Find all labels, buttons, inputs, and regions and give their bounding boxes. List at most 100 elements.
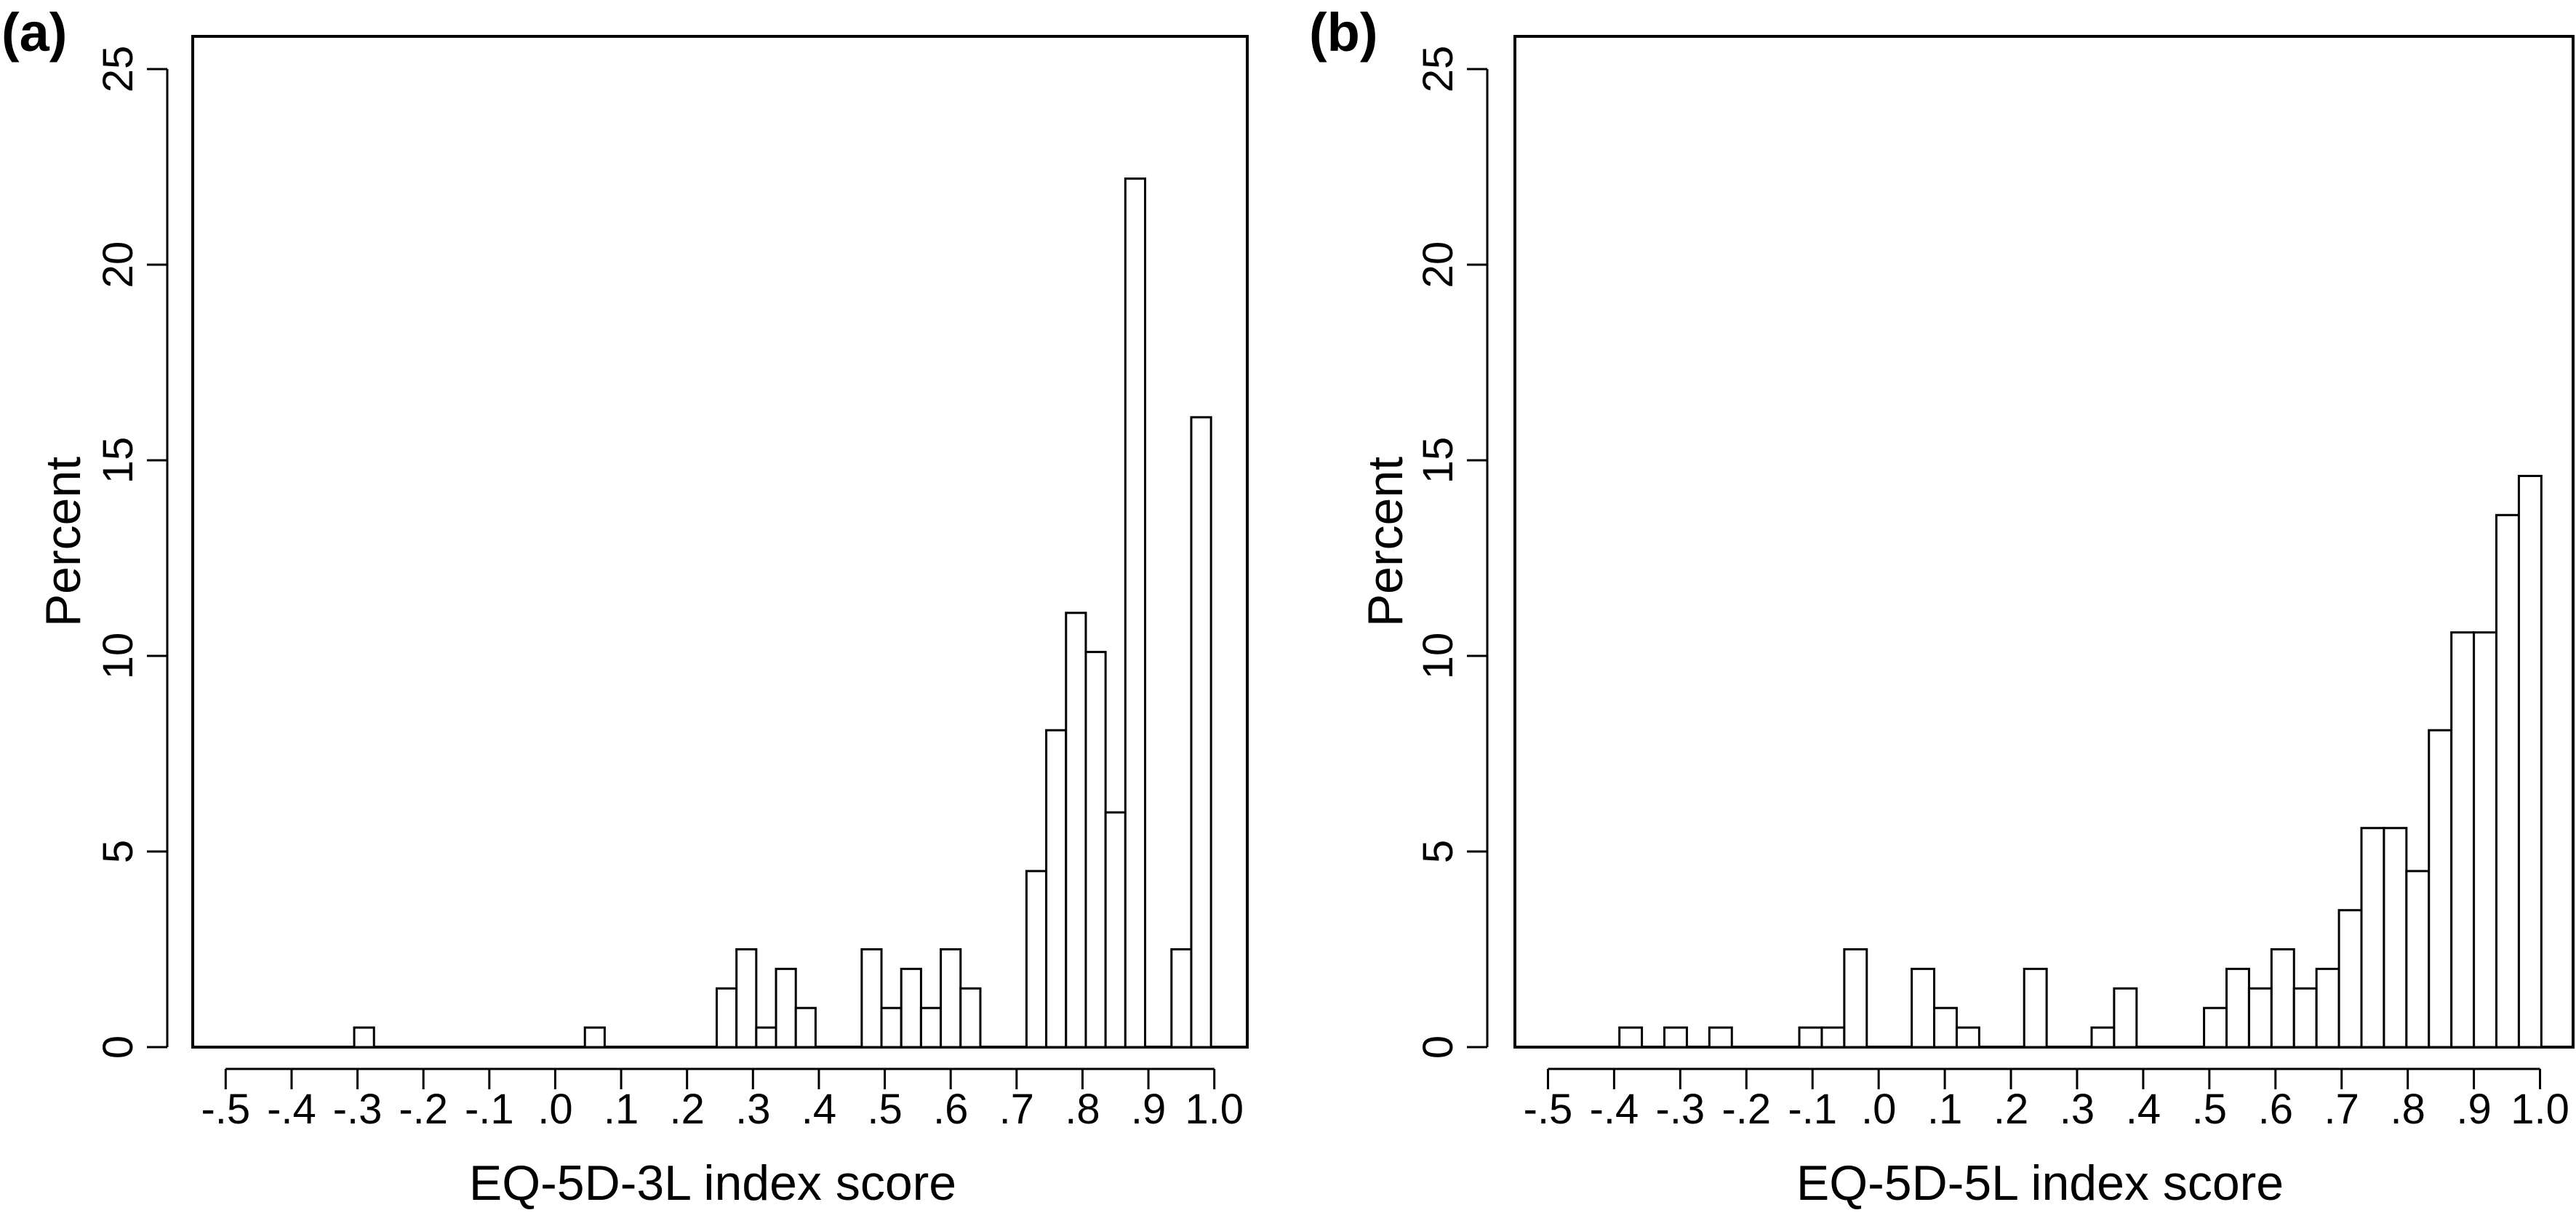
panel-b-bar-19	[2360, 827, 2385, 1049]
panel-b-y-tick-label-4: 20	[1415, 241, 1462, 289]
panel-a-x-tick-label-2: -.3	[333, 1086, 383, 1133]
panel-a-bars	[353, 177, 1212, 1049]
panel-a-x-tick-label-10: .5	[867, 1086, 902, 1133]
panel-b-y-axis-label: Percent	[1358, 457, 1413, 627]
panel-a-bar-14	[1045, 729, 1068, 1049]
panel-b-bar-2	[1708, 1026, 1733, 1049]
panel-a-bar-0	[353, 1026, 375, 1049]
panel-b-label: (b)	[1309, 2, 1378, 63]
panel-b-bar-10	[2090, 1026, 2116, 1049]
panel-b-x-tick-label-3: -.2	[1721, 1086, 1771, 1133]
panel-a-bar-9	[900, 967, 922, 1049]
panel-b-y-tick-label-2: 10	[1415, 633, 1462, 680]
panel-b: (b) 0 5 10 15 20 25 -.5 -.4 -.3 -.2 -.1 .0 .1 .2 .3 .4…	[1309, 2, 2575, 1211]
panel-b-x-axis: -.5 -.4 -.3 -.2 -.1 .0 .1 .2 .3 .4 .5 .6 .7 .8 .9 1.0	[1524, 1067, 2569, 1133]
panel-b-bar-21	[2405, 870, 2431, 1049]
panel-b-bar-4	[1820, 1026, 1846, 1049]
panel-b-bar-6	[1911, 967, 1936, 1049]
panel-a-bar-16	[1084, 651, 1107, 1049]
panel-a-bar-10	[919, 1006, 943, 1049]
panel-b-bar-8	[1955, 1026, 1980, 1049]
panel-b-bar-24	[2473, 631, 2498, 1049]
panel-a-x-tick-label-13: .8	[1065, 1086, 1100, 1133]
panel-b-bar-7	[1933, 1006, 1958, 1049]
panel-a-x-axis-label: EQ-5D-3L index score	[469, 1155, 956, 1211]
panel-a-x-tick-label-7: .2	[670, 1086, 705, 1133]
panel-b-x-tick-label-11: .6	[2258, 1086, 2293, 1133]
panel-a-bar-1	[583, 1026, 606, 1049]
panel-a-bar-2	[715, 987, 738, 1049]
panel-a-y-tick-label-2: 10	[95, 633, 142, 680]
panel-a-y-tick-label-3: 15	[95, 437, 142, 484]
panel-a-bar-20	[1190, 416, 1212, 1049]
panel-a-x-tick-label-9: .4	[801, 1086, 836, 1133]
panel-a-x-tick-label-15: 1.0	[1185, 1086, 1244, 1133]
panel-a-x-tick-label-0: -.5	[201, 1086, 250, 1133]
panel-a-y-tick-label-5: 25	[95, 46, 142, 93]
panel-b-x-tick-label-8: .3	[2060, 1086, 2095, 1133]
panel-a-x-tick-label-8: .3	[735, 1086, 770, 1133]
panel-a-bar-3	[735, 948, 758, 1049]
panel-a-label: (a)	[1, 2, 67, 63]
panel-a-bar-8	[880, 1006, 903, 1049]
panel-b-y-tick-label-5: 25	[1415, 46, 1462, 93]
panel-a-bar-11	[940, 948, 962, 1049]
panel-b-x-tick-label-9: .4	[2126, 1086, 2161, 1133]
panel-a-bar-12	[959, 987, 982, 1049]
panel-a-bar-5	[775, 967, 797, 1049]
panel-b-bar-14	[2247, 987, 2273, 1049]
panel-b-bar-1	[1663, 1026, 1688, 1049]
panel-b-bar-5	[1843, 948, 1868, 1049]
panel-b-x-tick-label-2: -.3	[1656, 1086, 1705, 1133]
panel-a-y-tick-label-1: 5	[95, 840, 142, 863]
panel-a-x-tick-label-4: -.1	[465, 1086, 514, 1133]
panel-b-x-tick-label-15: 1.0	[2511, 1086, 2569, 1133]
panel-b-bar-9	[2023, 967, 2048, 1049]
panel-b-bar-3	[1798, 1026, 1823, 1049]
panel-b-x-tick-label-6: .1	[1927, 1086, 1962, 1133]
panel-b-x-tick-label-1: -.4	[1590, 1086, 1639, 1133]
panel-b-bar-16	[2292, 987, 2318, 1049]
panel-a-x-tick-label-5: .0	[537, 1086, 572, 1133]
panel-a-x-tick-label-14: .9	[1131, 1086, 1166, 1133]
panel-b-bar-23	[2450, 631, 2476, 1049]
panel-a-bar-4	[755, 1026, 777, 1049]
panel-a-bar-19	[1170, 948, 1193, 1049]
panel-a-x-axis: -.5 -.4 -.3 -.2 -.1 .0 .1 .2 .3 .4 .5 .6 .7 .8 .9 1.0	[201, 1067, 1244, 1133]
panel-b-bar-12	[2203, 1006, 2228, 1049]
panel-b-bar-18	[2337, 909, 2363, 1049]
panel-a-x-tick-label-11: .6	[933, 1086, 968, 1133]
panel-b-bar-11	[2113, 987, 2138, 1049]
panel-b-x-tick-label-12: .7	[2324, 1086, 2359, 1133]
panel-a-y-tick-label-4: 20	[95, 241, 142, 289]
panel-a-y-axis: 0 5 10 15 20 25	[95, 46, 169, 1059]
panel-b-x-tick-label-7: .2	[1993, 1086, 2028, 1133]
panel-b-y-tick-label-1: 5	[1415, 840, 1462, 863]
panel-b-bars	[1618, 475, 2543, 1049]
panel-a-bar-13	[1025, 870, 1048, 1049]
panel-b-bar-17	[2315, 967, 2340, 1049]
panel-a-bar-6	[794, 1006, 817, 1049]
panel-a-bar-7	[860, 948, 883, 1049]
panel-b-y-tick-label-3: 15	[1415, 437, 1462, 484]
panel-b-bar-15	[2270, 948, 2295, 1049]
panel-b-y-axis: 0 5 10 15 20 25	[1415, 46, 1489, 1059]
panel-b-bar-25	[2495, 513, 2520, 1049]
panel-a-x-tick-label-3: -.2	[399, 1086, 448, 1133]
panel-b-bar-20	[2383, 827, 2408, 1049]
panel-b-bar-0	[1618, 1026, 1644, 1049]
panel-b-x-tick-label-10: .5	[2192, 1086, 2227, 1133]
panel-b-x-tick-label-4: -.1	[1788, 1086, 1837, 1133]
panel-b-x-tick-label-0: -.5	[1524, 1086, 1573, 1133]
panel-a-bar-15	[1065, 612, 1087, 1049]
panel-b-bar-13	[2225, 967, 2250, 1049]
panel-a-x-tick-label-6: .1	[604, 1086, 639, 1133]
panel-b-x-tick-label-13: .8	[2390, 1086, 2425, 1133]
panel-b-bar-26	[2517, 475, 2543, 1049]
panel-a-bar-18	[1124, 177, 1147, 1049]
panel-a-x-tick-label-12: .7	[999, 1086, 1034, 1133]
panel-a-x-tick-label-1: -.4	[267, 1086, 316, 1133]
panel-a-y-tick-label-0: 0	[95, 1035, 142, 1059]
panel-b-x-tick-label-5: .0	[1861, 1086, 1896, 1133]
